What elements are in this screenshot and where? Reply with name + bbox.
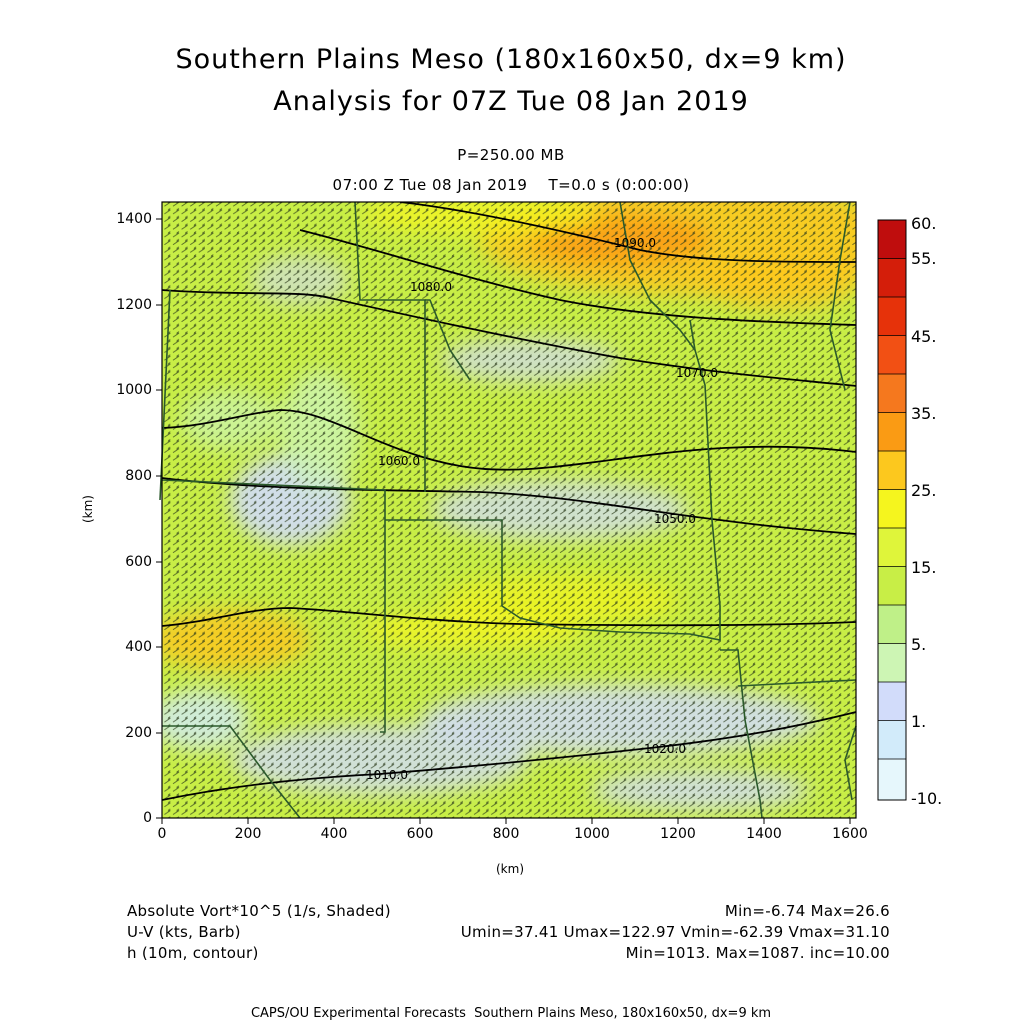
- vorticity-label: Absolute Vort*10^5 (1/s, Shaded): [127, 902, 391, 920]
- colorbar-label: 55.: [911, 249, 937, 268]
- x-tick-label: 0: [157, 826, 167, 842]
- colorbar-label: 60.: [911, 214, 937, 233]
- wind-label: U-V (kts, Barb): [127, 923, 241, 941]
- valid-time: 07:00 Z Tue 08 Jan 2019 T=0.0 s (0:00:00…: [332, 176, 690, 194]
- contour-label: 1010.0: [366, 768, 408, 782]
- y-axis-unit: (km): [81, 494, 96, 524]
- x-axis-unit: (km): [496, 862, 525, 876]
- map-title-line2: Analysis for 07Z Tue 08 Jan 2019: [273, 86, 749, 117]
- x-tick-label: 200: [234, 826, 262, 842]
- plot-frame: [161, 201, 857, 819]
- y-tick-label: 200: [125, 725, 152, 741]
- x-tick-label: 1400: [746, 826, 782, 842]
- x-tick-label: 600: [406, 826, 434, 842]
- wind-barb-field: [162, 202, 856, 818]
- height-stats: Min=1013. Max=1087. inc=10.00: [625, 944, 890, 962]
- wind-stats: Umin=37.41 Umax=122.97 Vmin=-62.39 Vmax=…: [460, 923, 890, 941]
- vorticity-shading: [162, 202, 856, 818]
- vorticity-stats: Min=-6.74 Max=26.6: [724, 902, 890, 920]
- axis-ticks: [156, 218, 851, 824]
- contour-label: 1060.0: [378, 454, 420, 468]
- colorbar-label: 45.: [911, 327, 937, 346]
- contour-label: 1050.0: [654, 512, 696, 526]
- colorbar-label: 25.: [911, 481, 937, 500]
- height-label: h (10m, contour): [127, 944, 259, 962]
- y-tick-label: 600: [125, 554, 152, 570]
- contour-label: 1080.0: [410, 280, 452, 294]
- map-title-line1: Southern Plains Meso (180x160x50, dx=9 k…: [175, 44, 847, 75]
- colorbar: [877, 219, 907, 801]
- colorbar-label: 15.: [911, 558, 937, 577]
- y-tick-label: 1000: [116, 382, 152, 398]
- state-borders: [159, 201, 857, 819]
- contour-label: 1070.0: [676, 366, 718, 380]
- x-tick-label: 400: [320, 826, 348, 842]
- colorbar-label: 1.: [911, 712, 927, 731]
- x-tick-label: 1200: [660, 826, 696, 842]
- y-tick-label: 1200: [116, 297, 152, 313]
- x-tick-label: 1600: [832, 826, 868, 842]
- pressure-level: P=250.00 MB: [457, 146, 565, 164]
- colorbar-label: 35.: [911, 404, 937, 423]
- credit-line: CAPS/OU Experimental Forecasts Southern …: [250, 1006, 772, 1021]
- y-tick-label: 400: [125, 639, 152, 655]
- contour-label: 1090.0: [614, 236, 656, 250]
- contour-label: 1020.0: [644, 742, 686, 756]
- colorbar-label: 5.: [911, 635, 927, 654]
- y-tick-label: 0: [143, 810, 152, 826]
- x-tick-label: 1000: [574, 826, 610, 842]
- y-tick-label: 800: [125, 468, 152, 484]
- colorbar-label: -10.: [911, 789, 943, 808]
- y-tick-label: 1400: [116, 211, 152, 227]
- x-tick-label: 800: [492, 826, 520, 842]
